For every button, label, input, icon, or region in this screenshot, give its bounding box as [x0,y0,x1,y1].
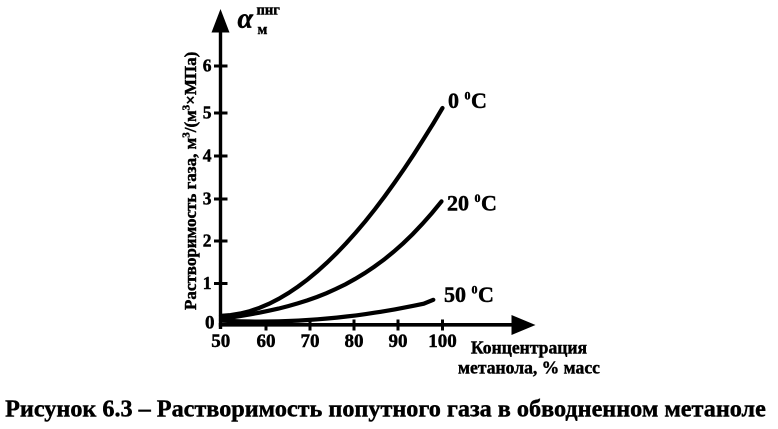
svg-text:Рисунок 6.3 – Растворимость по: Рисунок 6.3 – Растворимость попутного га… [5,396,766,423]
svg-text:метанола, % масс: метанола, % масс [458,358,600,378]
svg-text:Концентрация: Концентрация [471,338,588,358]
svg-text:5: 5 [203,103,212,123]
svg-text:6: 6 [203,56,212,76]
svg-text:пнг: пнг [257,3,281,19]
svg-text:α: α [238,4,254,35]
svg-text:3: 3 [203,189,212,209]
svg-text:60: 60 [257,331,276,352]
svg-text:70: 70 [301,331,320,352]
svg-text:90: 90 [389,331,408,352]
svg-text:2: 2 [203,231,212,251]
svg-text:0: 0 [205,313,215,334]
svg-text:4: 4 [203,146,212,166]
svg-text:00C: 0 0C [448,88,487,113]
svg-text:1: 1 [203,273,212,293]
svg-text:м: м [258,22,268,38]
svg-text:100: 100 [428,331,457,352]
svg-text:50: 50 [211,331,230,352]
svg-text:Растворимость газа, м3/(м3×МПа: Растворимость газа, м3/(м3×МПа) [181,52,201,310]
svg-text:80: 80 [345,331,364,352]
